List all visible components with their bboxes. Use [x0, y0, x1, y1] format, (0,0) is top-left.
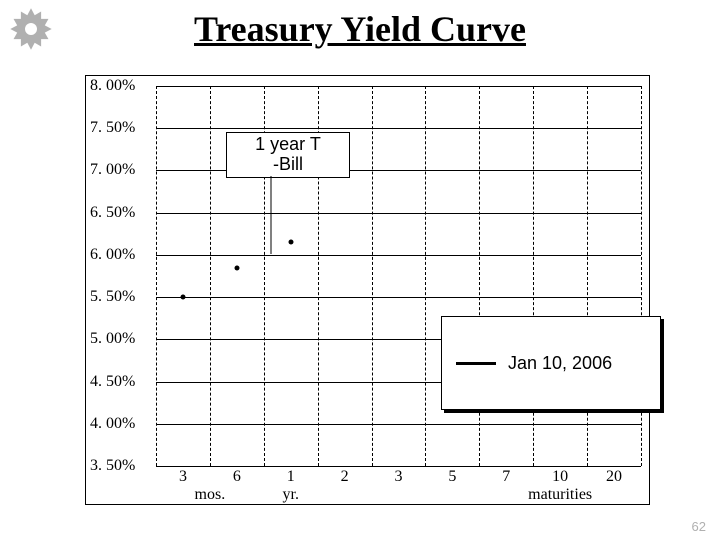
legend-line-sample: [456, 362, 496, 365]
data-point: [288, 240, 293, 245]
x-sub-mos: mos.: [195, 486, 226, 504]
annotation-1yr-tbill: 1 year T -Bill: [226, 132, 350, 178]
slide-page: Treasury Yield Curve 1 year T -Bill Jan …: [0, 0, 720, 540]
hgrid-line: [156, 128, 641, 129]
page-number: 62: [692, 519, 706, 534]
y-tick-label: 5. 00%: [90, 330, 150, 348]
x-tick-label: 20: [606, 468, 622, 486]
vgrid-line: [156, 86, 157, 466]
hgrid-line: [156, 297, 641, 298]
callout-line: [261, 176, 281, 261]
legend-box: Jan 10, 2006: [441, 316, 661, 410]
annotation-line2: -Bill: [273, 154, 303, 174]
vgrid-line: [210, 86, 211, 466]
x-tick-label: 7: [502, 468, 510, 486]
x-tick-label: 6: [233, 468, 241, 486]
y-tick-label: 4. 00%: [90, 415, 150, 433]
vgrid-line: [425, 86, 426, 466]
x-tick-label: 10: [552, 468, 568, 486]
y-tick-label: 8. 00%: [90, 77, 150, 95]
legend-label: Jan 10, 2006: [508, 353, 612, 374]
hgrid-line: [156, 255, 641, 256]
hgrid-line: [156, 466, 641, 467]
hgrid-line: [156, 86, 641, 87]
x-sub-yr: yr.: [282, 486, 298, 504]
y-tick-label: 7. 00%: [90, 161, 150, 179]
y-tick-label: 4. 50%: [90, 373, 150, 391]
y-tick-label: 3. 50%: [90, 457, 150, 475]
y-tick-label: 6. 00%: [90, 246, 150, 264]
annotation-line1: 1 year T: [255, 134, 321, 154]
x-tick-label: 2: [341, 468, 349, 486]
chart-container: 1 year T -Bill Jan 10, 2006 3 6 1 2 3 5 7 10 20 m…: [85, 75, 650, 505]
data-point: [234, 265, 239, 270]
chart-title: Treasury Yield Curve: [0, 8, 720, 50]
hgrid-line: [156, 213, 641, 214]
x-maturities-label: maturities: [528, 486, 592, 504]
x-tick-label: 3: [395, 468, 403, 486]
vgrid-line: [372, 86, 373, 466]
hgrid-line: [156, 424, 641, 425]
x-tick-label: 5: [448, 468, 456, 486]
y-tick-label: 6. 50%: [90, 204, 150, 222]
data-point: [180, 295, 185, 300]
x-tick-label: 3: [179, 468, 187, 486]
y-tick-label: 5. 50%: [90, 288, 150, 306]
y-tick-label: 7. 50%: [90, 119, 150, 137]
x-tick-label: 1: [287, 468, 295, 486]
